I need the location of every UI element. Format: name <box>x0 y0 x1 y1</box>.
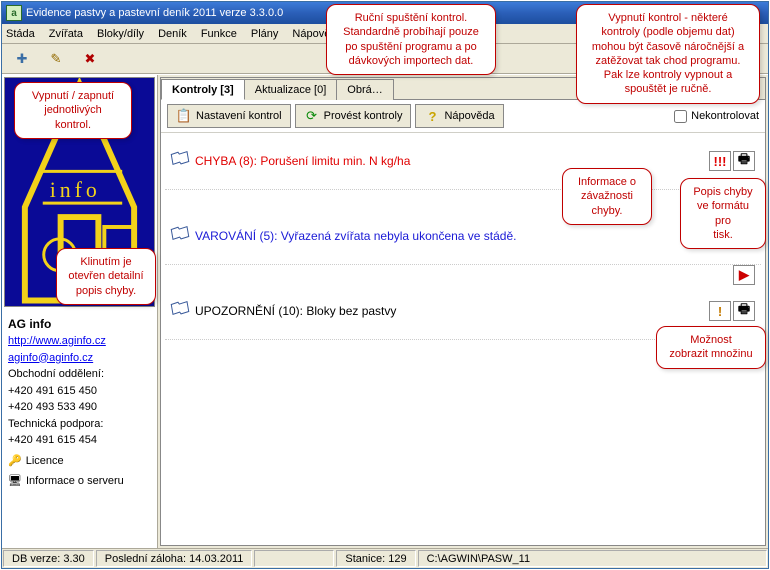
support-phone: +420 491 615 454 <box>8 432 151 449</box>
status-db: DB verze: 3.30 <box>3 550 94 567</box>
arrow-set-icon: ▶ <box>739 267 749 283</box>
key-icon: 🔑 <box>8 453 22 470</box>
callout-severity-text: Informace ozávažnostichyby. <box>578 176 636 217</box>
row-chyba[interactable]: CHYBA (8): Porušení limitu min. N kg/ha … <box>165 141 761 190</box>
link-email[interactable]: aginfo@aginfo.cz <box>8 350 151 367</box>
link-web[interactable]: http://www.aginfo.cz <box>8 333 151 350</box>
row-upozorneni-text: UPOZORNĚNÍ (10): Bloky bez pastvy <box>195 304 709 318</box>
sidebar: info AG info http://www.aginfo.cz aginfo… <box>2 75 158 548</box>
book-icon <box>170 225 190 242</box>
callout-toggle: Vypnutí / zapnutíjednotlivých kontrol. <box>14 82 132 139</box>
server-info-label: Informace o serveru <box>26 473 124 490</box>
status-station: Stanice: 129 <box>336 550 415 567</box>
btn-run-kontroly[interactable]: ⟳ Provést kontroly <box>295 104 412 128</box>
menu-stada[interactable]: Stáda <box>6 28 35 40</box>
menu-plany[interactable]: Plány <box>251 28 279 40</box>
help-kontroly-label: Nápověda <box>444 110 494 122</box>
status-bar: DB verze: 3.30 Poslední záloha: 14.03.20… <box>2 548 768 568</box>
book-icon <box>170 300 190 317</box>
sales-phone1: +420 491 615 450 <box>8 383 151 400</box>
tab-aktualizace[interactable]: Aktualizace [0] <box>244 79 338 100</box>
callout-disable-text: Vypnutí kontrol - některékontroly (podle… <box>592 12 744 95</box>
svg-text:info: info <box>50 178 101 202</box>
row-chyba-text: CHYBA (8): Porušení limitu min. N kg/ha <box>195 154 709 168</box>
main-panel: Kontroly [3] Aktualizace [0] Obrá… 📋 Nas… <box>160 77 766 546</box>
menu-denik[interactable]: Deník <box>158 28 187 40</box>
printer-icon: 🖶 <box>738 150 750 172</box>
new-icon: ✚ <box>14 51 30 67</box>
callout-toggle-text: Vypnutí / zapnutíjednotlivých kontrol. <box>32 90 114 131</box>
run-kontroly-label: Provést kontroly <box>324 110 403 122</box>
sidebar-info: AG info http://www.aginfo.cz aginfo@agin… <box>2 309 157 494</box>
callout-run: Ruční spuštění kontrol.Standardně probíh… <box>326 4 496 75</box>
btn-edit[interactable]: ✎ <box>42 49 70 69</box>
callout-detail-text: Klinutím jeotevřen detailnípopis chyby. <box>68 256 143 297</box>
callout-set: Možnostzobrazit množinu <box>656 326 766 369</box>
checklist-icon: 📋 <box>176 108 192 124</box>
tab-obrazky[interactable]: Obrá… <box>336 79 393 100</box>
callout-disable: Vypnutí kontrol - některékontroly (podle… <box>576 4 760 104</box>
severity-badge[interactable]: !!! <box>709 151 731 171</box>
sales-label: Obchodní oddělení: <box>8 366 151 383</box>
chk-nekontrolovat[interactable]: Nekontrolovat <box>674 110 759 123</box>
edit-icon: ✎ <box>48 51 64 67</box>
callout-severity: Informace ozávažnostichyby. <box>562 168 652 225</box>
menu-funkce[interactable]: Funkce <box>201 28 237 40</box>
server-icon: 🖥 <box>8 473 22 490</box>
row-varovani-text: VAROVÁNÍ (5): Vyřazená zvířata nebyla uk… <box>195 229 709 243</box>
support-label: Technická podpora: <box>8 416 151 433</box>
brand-heading: AG info <box>8 315 151 333</box>
status-backup: Poslední záloha: 14.03.2011 <box>96 550 253 567</box>
book-icon <box>170 150 190 167</box>
callout-print-text: Popis chybyve formátu protisk. <box>693 186 752 241</box>
printer-icon: 🖶 <box>738 300 750 322</box>
license-row[interactable]: 🔑 Licence <box>8 453 151 470</box>
tab-kontroly[interactable]: Kontroly [3] <box>161 79 245 100</box>
status-empty <box>254 550 334 567</box>
sales-phone2: +420 493 533 490 <box>8 399 151 416</box>
menu-zvirata[interactable]: Zvířata <box>49 28 83 40</box>
content-area: info AG info http://www.aginfo.cz aginfo… <box>2 74 768 548</box>
print-btn[interactable]: 🖶 <box>733 151 755 171</box>
chk-nekontrolovat-label: Nekontrolovat <box>691 110 759 122</box>
btn-del[interactable]: ✖ <box>76 49 104 69</box>
severity-badge[interactable]: ! <box>709 301 731 321</box>
btn-new[interactable]: ✚ <box>8 49 36 69</box>
print-btn[interactable]: 🖶 <box>733 301 755 321</box>
callout-run-text: Ruční spuštění kontrol.Standardně probíh… <box>343 12 479 67</box>
refresh-icon: ⟳ <box>304 108 320 124</box>
controls-toolbar: 📋 Nastavení kontrol ⟳ Provést kontroly ?… <box>161 100 765 133</box>
delete-icon: ✖ <box>82 51 98 67</box>
settings-kontrol-label: Nastavení kontrol <box>196 110 282 122</box>
callout-print: Popis chybyve formátu protisk. <box>680 178 766 249</box>
btn-settings-kontrol[interactable]: 📋 Nastavení kontrol <box>167 104 291 128</box>
callout-set-text: Možnostzobrazit množinu <box>669 334 752 360</box>
server-info-row[interactable]: 🖥 Informace o serveru <box>8 473 151 490</box>
app-icon: a <box>6 5 22 21</box>
status-path: C:\AGWIN\PASW_11 <box>418 550 767 567</box>
chk-nekontrolovat-input[interactable] <box>674 110 687 123</box>
row-varovani[interactable]: VAROVÁNÍ (5): Vyřazená zvířata nebyla uk… <box>165 216 761 265</box>
help-icon: ? <box>424 108 440 124</box>
set-btn[interactable]: ▶ <box>733 265 755 285</box>
license-label: Licence <box>26 453 64 470</box>
callout-detail: Klinutím jeotevřen detailnípopis chyby. <box>56 248 156 305</box>
btn-help-kontroly[interactable]: ? Nápověda <box>415 104 503 128</box>
menu-bloky[interactable]: Bloky/díly <box>97 28 144 40</box>
